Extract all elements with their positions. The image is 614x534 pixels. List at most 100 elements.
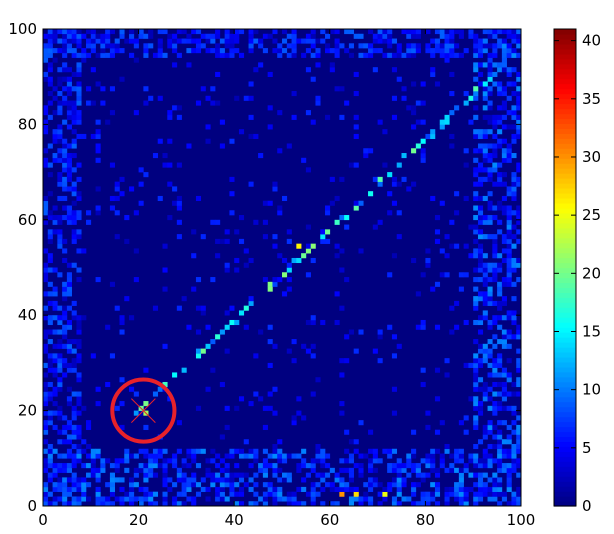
heatmap-cell: [506, 482, 512, 488]
heatmap-cell: [62, 38, 68, 44]
heatmap-cell: [43, 157, 49, 163]
heatmap-cell: [76, 38, 82, 44]
heatmap-cell: [329, 200, 335, 206]
heatmap-cell: [363, 491, 369, 497]
heatmap-cell: [458, 486, 464, 492]
heatmap-cell: [454, 482, 460, 488]
heatmap-cell: [411, 463, 417, 469]
heatmap-cell: [66, 386, 72, 392]
heatmap-cell: [473, 277, 479, 283]
heatmap-cell: [516, 71, 522, 77]
heatmap-cell: [66, 501, 72, 507]
heatmap-cell: [76, 429, 82, 435]
heatmap-cell: [47, 38, 53, 44]
heatmap-cell: [511, 105, 517, 111]
heatmap-cell: [477, 148, 484, 154]
heatmap-cell: [76, 453, 82, 459]
heatmap-cell: [62, 76, 68, 82]
colorbar-band: [554, 257, 576, 264]
colorbar-band: [554, 202, 576, 209]
heatmap-cell: [71, 153, 77, 159]
heatmap-cell: [415, 143, 421, 149]
heatmap-cell: [210, 48, 216, 54]
colorbar-band: [554, 396, 576, 403]
annotation-layer: [110, 377, 177, 444]
heatmap-cell: [282, 272, 288, 278]
heatmap-cell: [234, 95, 240, 101]
heatmap-cell: [143, 100, 149, 106]
heatmap-cell: [277, 110, 283, 116]
heatmap-cell: [248, 257, 254, 264]
heatmap-cell: [506, 358, 512, 364]
heatmap-cell: [434, 491, 441, 497]
heatmap-cell: [43, 496, 49, 502]
heatmap-cell: [506, 253, 512, 259]
heatmap-cell: [215, 100, 221, 106]
heatmap-cell: [76, 86, 82, 92]
heatmap-cell: [224, 267, 230, 273]
heatmap-cell: [396, 501, 402, 507]
heatmap-cell: [458, 491, 464, 497]
heatmap-cell: [473, 401, 479, 407]
heatmap-cell: [71, 358, 77, 364]
heatmap-cell: [238, 477, 245, 483]
heatmap-cell: [501, 277, 507, 283]
heatmap-cell: [477, 472, 484, 478]
heatmap-cell: [210, 219, 216, 225]
heatmap-cell: [425, 257, 431, 264]
heatmap-cell: [420, 119, 426, 125]
heatmap-cell: [133, 472, 139, 478]
heatmap-cell: [377, 491, 383, 497]
colorbar-band: [554, 501, 576, 507]
heatmap-cell: [114, 463, 120, 469]
heatmap-cell: [473, 491, 479, 497]
heatmap-cell: [401, 29, 407, 35]
heatmap-cell: [95, 186, 101, 192]
heatmap-cell: [90, 38, 96, 44]
heatmap-cell: [358, 200, 364, 206]
heatmap-cell: [86, 86, 92, 92]
heatmap-cell: [325, 482, 331, 488]
heatmap-cell: [43, 334, 49, 340]
heatmap-cell: [473, 224, 479, 230]
heatmap-cell: [396, 458, 402, 464]
heatmap-cell: [482, 215, 488, 221]
heatmap-cell: [344, 482, 350, 488]
heatmap-cell: [95, 386, 101, 392]
heatmap-cell: [71, 100, 77, 106]
colorbar-band: [554, 431, 576, 438]
colorbar-band: [554, 426, 576, 433]
heatmap-cell: [473, 300, 479, 306]
heatmap-cell: [339, 114, 345, 120]
heatmap-cell: [477, 377, 484, 383]
heatmap-cell: [291, 339, 297, 345]
heatmap-cell: [62, 496, 68, 502]
colorbar-band: [554, 78, 576, 85]
heatmap-cell: [387, 52, 393, 58]
heatmap-cell: [458, 472, 464, 478]
heatmap-cell: [368, 191, 374, 197]
heatmap-cell: [463, 48, 469, 54]
heatmap-cell: [100, 86, 106, 92]
heatmap-cell: [363, 43, 369, 49]
heatmap-cell: [344, 224, 350, 230]
heatmap-cell: [353, 463, 359, 469]
heatmap-cell: [66, 38, 72, 44]
heatmap-cell: [272, 463, 278, 469]
heatmap-cell: [473, 253, 479, 259]
heatmap-cell: [482, 262, 488, 268]
heatmap-cell: [473, 238, 479, 244]
heatmap-cell: [262, 277, 268, 283]
heatmap-cell: [473, 172, 479, 178]
heatmap-cell: [105, 458, 111, 464]
heatmap-cell: [516, 33, 522, 39]
heatmap-cell: [425, 410, 431, 416]
heatmap-cell: [253, 38, 259, 44]
colorbar-band: [554, 277, 576, 284]
heatmap-cell: [487, 57, 493, 63]
heatmap-cell: [305, 463, 311, 469]
heatmap-cell: [501, 491, 507, 497]
heatmap-cell: [286, 472, 292, 478]
heatmap-cell: [43, 277, 49, 283]
heatmap-cell: [138, 463, 144, 469]
